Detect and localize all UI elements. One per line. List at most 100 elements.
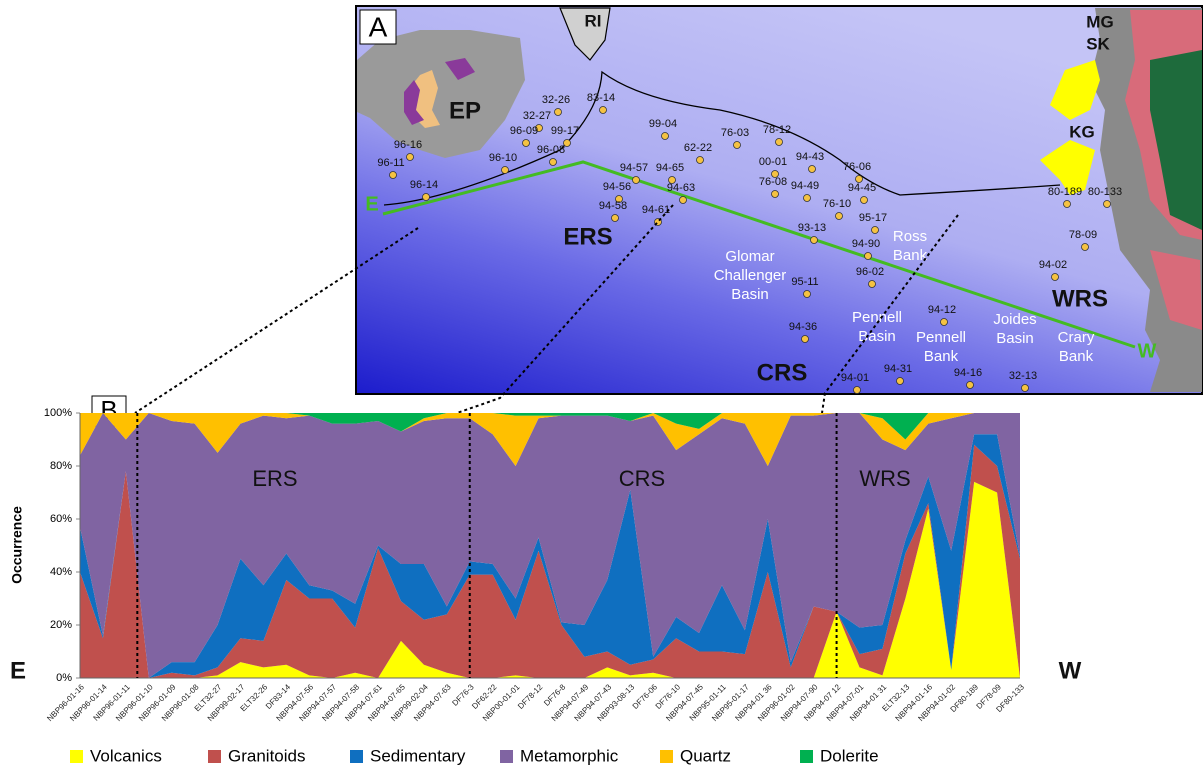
area bbox=[80, 481, 1020, 678]
sample-label: 94-36 bbox=[789, 321, 817, 333]
sample-site bbox=[803, 194, 811, 202]
land bbox=[1150, 250, 1202, 330]
map-label: CRS bbox=[757, 359, 808, 386]
sample-site bbox=[940, 318, 948, 326]
sample-site bbox=[615, 195, 623, 203]
land bbox=[1150, 50, 1202, 230]
sample-label: 76-03 bbox=[721, 127, 749, 139]
sample-site bbox=[501, 166, 509, 174]
sample-label: 78-12 bbox=[763, 124, 791, 136]
sample-site bbox=[668, 176, 676, 184]
land bbox=[1040, 140, 1095, 195]
legend-swatch bbox=[800, 750, 813, 763]
sample-site bbox=[632, 176, 640, 184]
area bbox=[80, 413, 1020, 678]
map-label: MG bbox=[1086, 12, 1113, 31]
sample-label: 94-01 bbox=[841, 372, 869, 384]
sample-site bbox=[835, 212, 843, 220]
sample-label: 94-63 bbox=[667, 182, 695, 194]
sample-site bbox=[1103, 200, 1111, 208]
legend-label: Quartz bbox=[680, 746, 731, 765]
sample-label: 76-10 bbox=[823, 198, 851, 210]
map-label: ERS bbox=[563, 223, 612, 250]
map-label: WRS bbox=[1052, 285, 1108, 312]
sample-label: 62-22 bbox=[684, 142, 712, 154]
sample-label: 94-49 bbox=[791, 180, 819, 192]
sample-label: 80-189 bbox=[1048, 186, 1082, 198]
sample-label: 83-14 bbox=[587, 92, 615, 104]
land bbox=[445, 58, 475, 80]
island bbox=[559, 7, 611, 61]
legend-swatch bbox=[208, 750, 221, 763]
map-label: W bbox=[1138, 340, 1157, 362]
basin-label: Pennell bbox=[916, 329, 966, 346]
area bbox=[80, 444, 1020, 678]
sample-label: 32-26 bbox=[542, 94, 570, 106]
sample-site bbox=[611, 214, 619, 222]
sample-site bbox=[522, 139, 530, 147]
sample-label: 94-43 bbox=[796, 151, 824, 163]
basin-label: Joides bbox=[993, 311, 1036, 328]
sample-site bbox=[535, 124, 543, 132]
basin-label: Bank bbox=[1059, 348, 1094, 365]
sample-label: 96-10 bbox=[489, 152, 517, 164]
legend-swatch bbox=[70, 750, 83, 763]
basin-label: Bank bbox=[924, 348, 959, 365]
connector bbox=[821, 214, 959, 414]
legend-label: Sedimentary bbox=[370, 746, 466, 765]
y-tick-label: 60% bbox=[50, 513, 72, 525]
y-tick-label: 0% bbox=[56, 672, 72, 684]
sample-site bbox=[771, 190, 779, 198]
sample-label: 94-31 bbox=[884, 363, 912, 375]
sample-site bbox=[1051, 273, 1059, 281]
basin-label: Glomar bbox=[725, 248, 774, 265]
sample-site bbox=[864, 252, 872, 260]
sample-site bbox=[549, 158, 557, 166]
sample-site bbox=[389, 171, 397, 179]
sample-label: 76-08 bbox=[759, 176, 787, 188]
sample-site bbox=[1063, 200, 1071, 208]
map-label: KG bbox=[1069, 122, 1095, 141]
basin-label: Crary bbox=[1058, 329, 1095, 346]
map-label: E bbox=[365, 193, 378, 215]
panel-box bbox=[359, 9, 397, 45]
sample-label: 94-58 bbox=[599, 200, 627, 212]
sample-label: 94-65 bbox=[656, 162, 684, 174]
sample-label: 94-90 bbox=[852, 238, 880, 250]
sample-site bbox=[661, 132, 669, 140]
land bbox=[357, 30, 525, 158]
sample-label: 32-27 bbox=[523, 110, 551, 122]
sample-site bbox=[860, 196, 868, 204]
sample-site bbox=[803, 290, 811, 298]
sample-label: 94-02 bbox=[1039, 259, 1067, 271]
sample-label: 94-61 bbox=[642, 204, 670, 216]
connector bbox=[134, 227, 419, 414]
sample-label: 95-17 bbox=[859, 212, 887, 224]
sample-site bbox=[810, 236, 818, 244]
legend-label: Metamorphic bbox=[520, 746, 619, 765]
sample-label: 76-06 bbox=[843, 161, 871, 173]
legend-label: Granitoids bbox=[228, 746, 305, 765]
sample-label: 94-16 bbox=[954, 367, 982, 379]
sample-label: 99-04 bbox=[649, 118, 677, 130]
coastline bbox=[383, 70, 1061, 206]
sample-site bbox=[679, 196, 687, 204]
map-label: EP bbox=[449, 97, 481, 124]
sample-label: 94-56 bbox=[603, 181, 631, 193]
sample-label: 96-11 bbox=[377, 157, 404, 169]
sample-label: 96-09 bbox=[510, 125, 538, 137]
sample-label: 78-09 bbox=[1069, 229, 1097, 241]
sample-site bbox=[422, 193, 430, 201]
area bbox=[80, 413, 1020, 466]
basin-label: Basin bbox=[731, 286, 769, 303]
sample-label: 94-45 bbox=[848, 182, 876, 194]
sample-label: 94-12 bbox=[928, 304, 956, 316]
sample-label: 00-01 bbox=[759, 156, 787, 168]
sample-site bbox=[771, 170, 779, 178]
map-label: RI bbox=[585, 11, 602, 30]
legend-label: Volcanics bbox=[90, 746, 162, 765]
y-tick-label: 100% bbox=[44, 407, 72, 419]
y-tick-label: 80% bbox=[50, 460, 72, 472]
sample-site bbox=[801, 335, 809, 343]
